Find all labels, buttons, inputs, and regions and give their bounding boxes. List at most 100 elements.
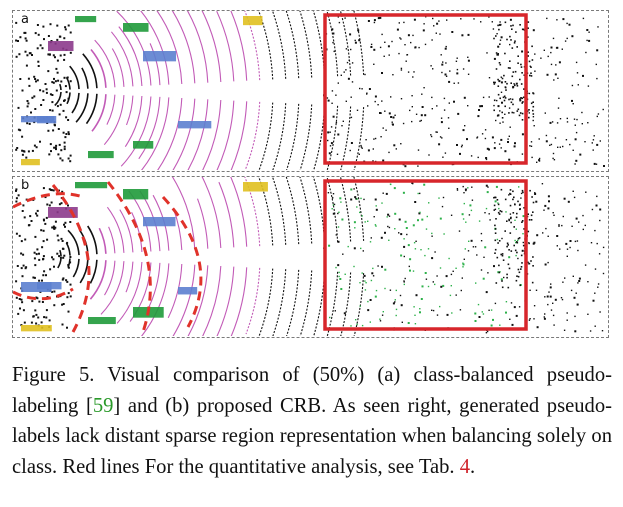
point xyxy=(20,252,23,255)
point xyxy=(562,18,565,21)
point xyxy=(519,98,521,100)
point xyxy=(456,68,459,71)
point xyxy=(521,28,524,31)
point xyxy=(519,24,521,26)
point xyxy=(488,148,490,151)
point xyxy=(511,323,514,326)
point xyxy=(557,146,559,148)
point xyxy=(499,97,501,100)
point xyxy=(374,295,377,298)
point xyxy=(346,208,348,211)
point xyxy=(364,280,366,282)
point xyxy=(493,196,495,199)
point xyxy=(379,320,382,322)
object-segment xyxy=(178,121,212,129)
point xyxy=(20,240,23,243)
scan-arc xyxy=(230,101,248,170)
point xyxy=(517,62,519,64)
point xyxy=(43,316,46,319)
point xyxy=(440,121,443,124)
point xyxy=(588,39,591,42)
point xyxy=(27,224,30,227)
point xyxy=(596,77,598,80)
citation-link[interactable]: 59 xyxy=(92,394,114,417)
point xyxy=(554,298,557,301)
point xyxy=(466,138,468,141)
point xyxy=(554,137,557,139)
point xyxy=(545,140,548,143)
point xyxy=(543,49,545,51)
point xyxy=(58,203,61,206)
scan-arc xyxy=(157,97,183,170)
scan-arc xyxy=(59,249,62,257)
point xyxy=(599,140,601,142)
point xyxy=(377,265,379,267)
point xyxy=(458,230,461,232)
point xyxy=(577,303,579,306)
point xyxy=(513,244,515,247)
point xyxy=(508,249,510,251)
scan-arc xyxy=(326,105,339,170)
table-reference-link[interactable]: 4 xyxy=(459,455,471,478)
point xyxy=(364,221,366,223)
point xyxy=(509,35,511,38)
object-segment xyxy=(243,16,263,26)
point xyxy=(516,241,518,243)
point xyxy=(423,183,426,186)
point xyxy=(532,201,535,204)
point xyxy=(15,148,18,151)
point xyxy=(348,59,350,61)
point xyxy=(370,46,373,48)
point xyxy=(553,214,555,216)
point xyxy=(369,241,372,243)
point xyxy=(499,210,502,212)
point xyxy=(506,38,508,41)
point xyxy=(512,71,515,73)
point xyxy=(592,299,595,302)
point xyxy=(45,274,47,277)
point xyxy=(444,47,447,50)
point xyxy=(51,81,54,84)
point xyxy=(394,228,396,230)
point xyxy=(445,75,448,77)
point xyxy=(354,227,356,229)
point xyxy=(345,100,347,102)
point xyxy=(509,126,511,128)
point xyxy=(51,290,54,293)
point xyxy=(395,148,397,150)
point xyxy=(461,213,464,216)
object-segment xyxy=(75,182,108,189)
point xyxy=(382,311,384,313)
point xyxy=(355,197,358,200)
point xyxy=(42,257,45,260)
point xyxy=(552,152,555,155)
point xyxy=(581,123,583,125)
point xyxy=(475,282,477,284)
point xyxy=(488,309,490,311)
point xyxy=(328,152,331,155)
point xyxy=(69,295,72,298)
point xyxy=(60,237,63,240)
point xyxy=(467,73,470,75)
point xyxy=(509,232,512,234)
point xyxy=(428,202,430,204)
point xyxy=(555,47,558,49)
point xyxy=(572,149,574,151)
caption-end: . xyxy=(470,455,476,478)
point xyxy=(481,105,483,108)
point xyxy=(566,248,569,250)
point xyxy=(497,78,499,81)
point xyxy=(327,131,330,134)
point xyxy=(561,48,563,50)
point xyxy=(343,71,345,73)
point xyxy=(520,268,522,270)
point xyxy=(577,249,579,252)
point xyxy=(384,41,386,43)
point xyxy=(400,304,403,307)
point xyxy=(412,270,415,272)
point xyxy=(329,316,331,319)
scan-arc xyxy=(299,177,313,244)
point xyxy=(491,21,493,23)
point xyxy=(36,24,39,26)
point xyxy=(536,234,539,237)
